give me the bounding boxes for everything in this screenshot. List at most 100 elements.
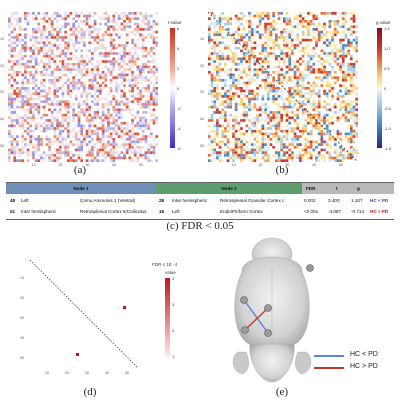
colorbar-tick-label: -2 [177,106,181,111]
matrix-cell [99,38,102,42]
matrix-cell [320,156,324,160]
matrix-cell [141,62,145,66]
matrix-cell [83,100,86,104]
matrix-cell [147,95,150,98]
matrix-cell [104,46,108,50]
matrix-cell [149,76,153,79]
matrix-cell [224,70,227,74]
matrix-cell [352,12,356,15]
matrix-cell [210,44,214,47]
matrix-cell [88,25,92,29]
matrix-cell [307,113,310,117]
matrix-cell [58,121,62,125]
matrix-cell [213,41,217,45]
matrix-cell [266,30,270,34]
matrix-cell [226,57,230,61]
matrix-cell [131,140,134,144]
matrix-cell [141,156,145,160]
matrix-cell [301,111,305,114]
matrix-cell [296,25,300,29]
matrix-cell [93,68,97,71]
matrix-cell [280,57,283,61]
matrix-cell [248,148,251,152]
matrix-cell [72,116,75,120]
matrix-cell [13,62,17,66]
matrix-cell [283,145,286,149]
legend-swatch-hc-lt-pd [314,355,344,357]
matrix-cell [112,95,116,98]
matrix-cell [288,22,292,26]
matrix-cell [72,46,75,50]
matrix-cell [208,153,211,157]
matrix-cell [218,159,222,162]
matrix-cell [85,151,89,154]
matrix-cell [221,103,225,106]
matrix-cell [93,116,97,120]
matrix-cell [328,159,332,162]
matrix-cell [112,76,116,79]
matrix-cell [333,81,337,85]
matrix-cell [45,38,49,42]
matrix-cell [285,52,289,55]
matrix-cell [315,68,318,71]
matrix-cell [253,135,257,138]
matrix-cell [309,105,313,109]
matrix-cell [123,68,126,71]
matrix-cell [155,92,158,96]
matrix-cell [107,28,110,31]
matrix-cell [8,116,11,120]
matrix-cell [280,137,283,141]
matrix-cell [136,87,140,90]
matrix-cell [53,153,57,157]
matrix-cell [93,124,97,128]
x-tick-label: 50 [125,371,129,375]
matrix-cell [296,76,300,79]
matrix-cell [61,84,65,87]
matrix-cell [16,116,19,120]
matrix-cell [147,65,150,69]
matrix-cell [347,111,350,114]
matrix-cell [45,20,49,23]
matrix-cell [291,38,294,42]
matrix-cell [88,84,92,87]
matrix-cell [280,116,283,120]
matrix-cell [301,108,305,112]
matrix-cell [85,100,89,104]
matrix-cell [291,28,294,31]
matrix-cell [224,129,227,133]
matrix-cell [112,20,116,23]
connections-table: Node 1 Node 2 FDR t g 48 Left Cornu Ammo… [6,182,394,220]
matrix-cell [218,57,222,61]
matrix-cell [32,111,35,114]
matrix-cell [72,22,75,26]
matrix-cell [13,46,17,50]
matrix-cell [131,145,134,149]
matrix-cell [256,17,259,21]
matrix-cell [123,76,126,79]
matrix-cell [101,54,105,58]
matrix-cell [141,49,145,53]
matrix-cell [144,14,148,18]
matrix-cell [34,28,38,31]
matrix-cell [224,65,227,69]
matrix-cell [8,92,11,96]
matrix-cell [109,151,113,154]
matrix-cell [61,151,65,154]
matrix-cell [104,119,108,122]
matrix-cell [88,105,92,109]
matrix-cell [61,105,65,109]
matrix-cell [101,159,105,162]
matrix-cell [16,148,19,152]
matrix-cell [64,54,67,58]
matrix-cell [258,52,262,55]
matrix-cell [115,145,118,149]
matrix-cell [147,103,150,106]
matrix-cell [304,92,308,96]
matrix-cell [101,132,105,136]
matrix-cell [83,20,86,23]
matrix-cell [210,57,214,61]
matrix-cell [226,145,230,149]
matrix-cell [240,121,243,125]
matrix-cell [155,65,158,69]
matrix-cell [232,92,235,96]
